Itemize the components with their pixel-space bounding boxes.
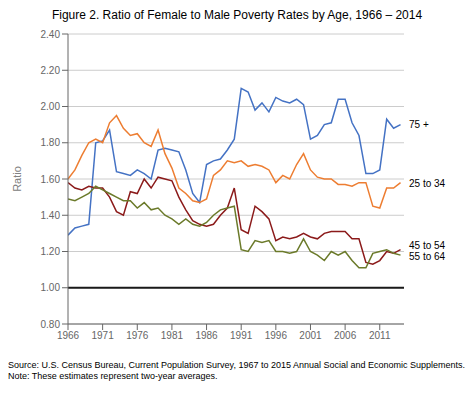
svg-text:1.40: 1.40 [41,210,61,221]
html-text:Source: U.S. Census Bureau, Cu: Source: U.S. Census Bureau, Current Popu… [8,360,466,370]
svg-text:1.60: 1.60 [41,174,61,185]
svg-text:0.80: 0.80 [41,319,61,330]
svg-text:1991: 1991 [230,330,253,341]
svg-text:1986: 1986 [195,330,218,341]
svg-text:2006: 2006 [334,330,357,341]
svg-text:2001: 2001 [299,330,322,341]
svg-text:Ratio: Ratio [11,166,23,192]
svg-text:1971: 1971 [92,330,115,341]
svg-text:1976: 1976 [126,330,149,341]
svg-text:1.00: 1.00 [41,282,61,293]
svg-text:1966: 1966 [57,330,80,341]
svg-text:45 to 54: 45 to 54 [409,240,446,251]
svg-text:1981: 1981 [161,330,184,341]
svg-text:2011: 2011 [369,330,391,341]
svg-text:1996: 1996 [265,330,288,341]
svg-text:1.80: 1.80 [41,137,61,148]
svg-text:2.40: 2.40 [41,29,61,40]
svg-text:2.20: 2.20 [41,65,61,76]
svg-text:1.20: 1.20 [41,246,61,257]
svg-text:25 to 34: 25 to 34 [409,178,446,189]
html-text:Figure 2. Ratio of Female to M: Figure 2. Ratio of Female to Male Povert… [51,8,423,22]
svg-text:2.00: 2.00 [41,101,61,112]
html-text:Note: These estimates represen: Note: These estimates represent two-year… [8,371,218,381]
svg-text:55 to 64: 55 to 64 [409,251,446,262]
svg-text:75 +: 75 + [409,119,429,130]
